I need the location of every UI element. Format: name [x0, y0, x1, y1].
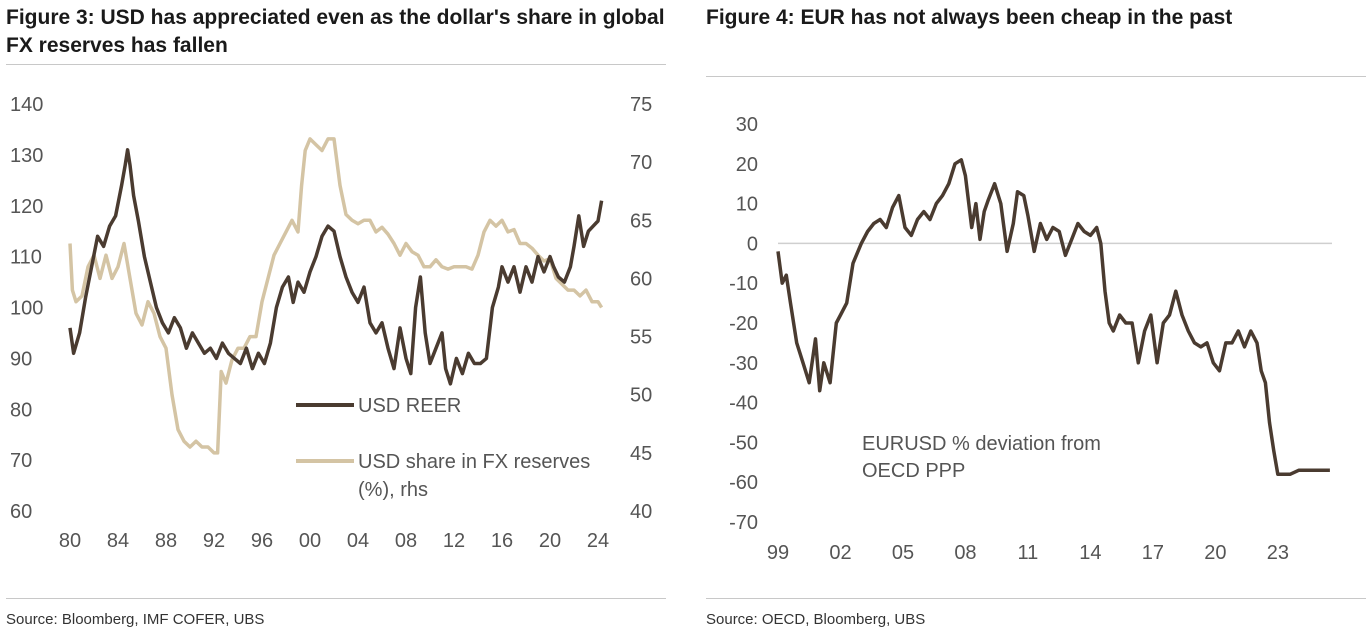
x-tick-label-02: 02: [829, 542, 851, 564]
y-tick-label-left-60: 60: [10, 501, 32, 523]
x-tick-label-17: 17: [1142, 542, 1164, 564]
x-tick-label-20: 20: [539, 530, 561, 552]
y-tick-label-right-50: 50: [630, 385, 652, 407]
y-tick-label-right-70: 70: [630, 152, 652, 174]
y-tick-label-0: 0: [747, 233, 758, 255]
x-tick-label-00: 00: [299, 530, 321, 552]
x-tick-label-92: 92: [203, 530, 225, 552]
figure-4-panel: Figure 4: EUR has not always been cheap …: [700, 0, 1372, 636]
y-tick-label--40: -40: [729, 393, 758, 415]
legend-label-fx-reserves-line2: (%), rhs: [358, 479, 428, 501]
y-tick-label-right-55: 55: [630, 327, 652, 349]
figure-3-title: Figure 3: USD has appreciated even as th…: [6, 6, 665, 57]
y-tick-label--20: -20: [729, 313, 758, 335]
x-tick-label-20: 20: [1204, 542, 1226, 564]
x-tick-label-23: 23: [1267, 542, 1289, 564]
legend-label-fx-reserves-line1: USD share in FX reserves: [358, 451, 590, 473]
x-tick-label-84: 84: [107, 530, 129, 552]
x-tick-label-11: 11: [1018, 542, 1039, 564]
y-tick-label-left-120: 120: [10, 196, 43, 218]
y-tick-label-right-75: 75: [630, 94, 652, 116]
x-tick-label-24: 24: [587, 530, 609, 552]
y-tick-label-20: 20: [736, 154, 758, 176]
annotation-line2: OECD PPP: [862, 460, 965, 482]
y-tick-label--60: -60: [729, 472, 758, 494]
x-tick-label-80: 80: [59, 530, 81, 552]
x-tick-label-96: 96: [251, 530, 273, 552]
y-tick-label--70: -70: [729, 512, 758, 534]
y-tick-label--30: -30: [729, 353, 758, 375]
figure-4-bottom-rule: [706, 598, 1366, 599]
figure-3-bottom-rule: [6, 598, 666, 599]
y-tick-label-right-40: 40: [630, 501, 652, 523]
series-line-usd-reer: [68, 148, 604, 386]
series-line-fx-reserves-share: [68, 137, 604, 455]
y-tick-label-30: 30: [736, 114, 758, 136]
series-line-eurusd-ppp-deviation: [776, 158, 1330, 476]
figure-4-source: Source: OECD, Bloomberg, UBS: [706, 611, 926, 628]
y-tick-label-left-140: 140: [10, 94, 43, 116]
y-tick-label-10: 10: [736, 194, 758, 216]
y-tick-label--10: -10: [729, 273, 758, 295]
y-tick-label-right-60: 60: [630, 268, 652, 290]
figure-4-title: Figure 4: EUR has not always been cheap …: [706, 6, 1233, 29]
x-tick-label-08: 08: [395, 530, 417, 552]
y-tick-label--50: -50: [729, 432, 758, 454]
x-tick-label-99: 99: [767, 542, 789, 564]
y-tick-label-left-80: 80: [10, 399, 32, 421]
x-tick-label-05: 05: [892, 542, 914, 564]
y-tick-label-left-130: 130: [10, 145, 43, 167]
figure-3-source: Source: Bloomberg, IMF COFER, UBS: [6, 611, 265, 628]
y-tick-label-left-110: 110: [10, 247, 42, 269]
x-tick-label-88: 88: [155, 530, 177, 552]
figure-4-chart: -70 -60 -50 -40 -30 -20 -10 0 10 20 30 99 02 05 08 11 14…: [729, 114, 1332, 564]
x-tick-label-08: 08: [954, 542, 976, 564]
figure-4-top-rule: [706, 76, 1366, 77]
figure-3-top-rule: [6, 64, 666, 65]
figure-3-panel: Figure 3: USD has appreciated even as th…: [0, 0, 680, 636]
y-tick-label-left-90: 90: [10, 348, 32, 370]
x-tick-label-04: 04: [347, 530, 369, 552]
y-tick-label-left-100: 100: [10, 298, 43, 320]
x-tick-label-14: 14: [1079, 542, 1101, 564]
annotation-line1: EURUSD % deviation from: [862, 433, 1101, 455]
y-tick-label-right-65: 65: [630, 210, 652, 232]
y-tick-label-right-45: 45: [630, 443, 652, 465]
x-tick-label-12: 12: [443, 530, 465, 552]
legend-label-usd-reer: USD REER: [358, 395, 461, 417]
x-tick-label-16: 16: [491, 530, 513, 552]
figure-3-chart: 60 70 80 90 100 110 120 130 140 40 45 50 55 60 65 70 75 8…: [10, 94, 652, 552]
y-tick-label-left-70: 70: [10, 450, 32, 472]
